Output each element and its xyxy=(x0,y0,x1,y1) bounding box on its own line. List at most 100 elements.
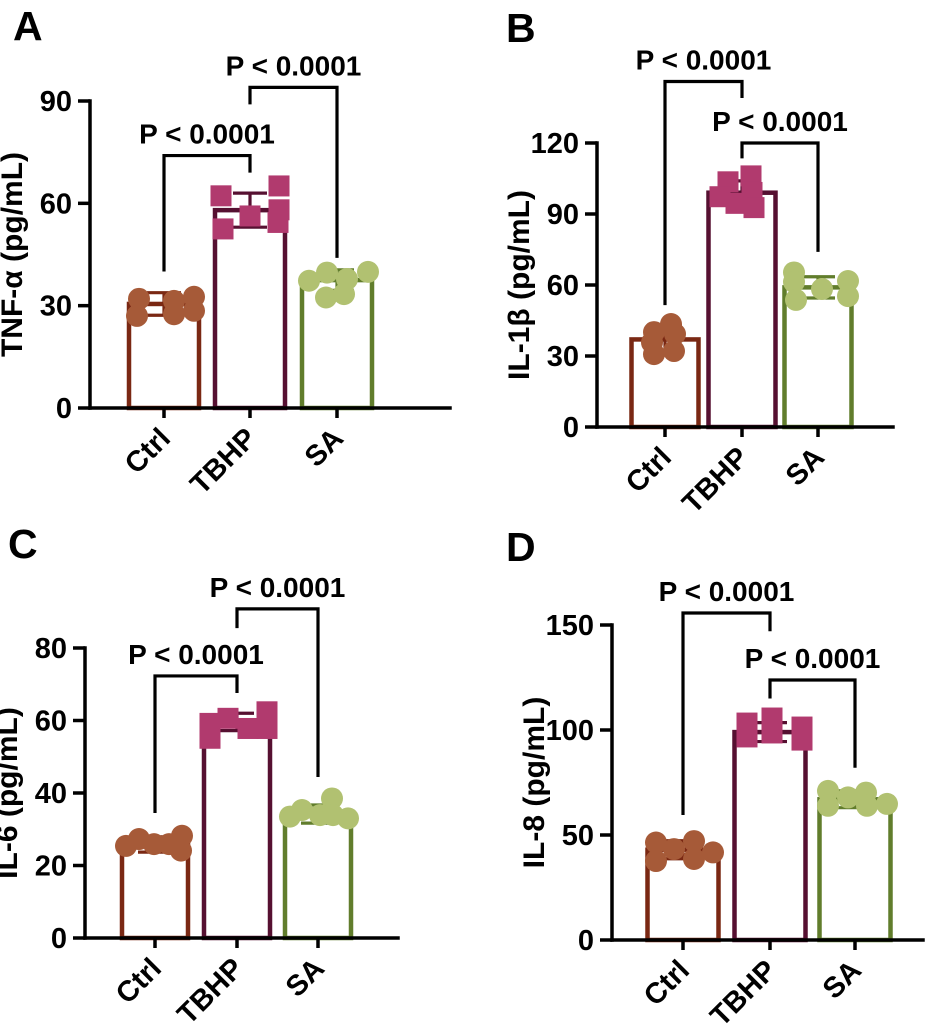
data-point-circle xyxy=(785,288,807,311)
y-axis-label: IL-8 (pg/mL) xyxy=(518,697,551,869)
p-value-label: P < 0.0001 xyxy=(745,643,881,674)
data-point-circle xyxy=(876,792,898,815)
data-point-square xyxy=(791,729,813,751)
panel-d: 0 50 100 150 Ctrl TBHP SA IL-8 (pg/mL) P < 0.000… xyxy=(465,510,935,1026)
data-point-circle xyxy=(357,260,379,283)
panel-letter-d: D xyxy=(506,524,536,570)
significance-bracket xyxy=(663,79,744,306)
data-point-square xyxy=(725,192,747,214)
bar-tbhp xyxy=(706,190,778,430)
significance-bracket xyxy=(162,153,252,272)
data-point-circle xyxy=(683,830,705,853)
y-tick-label: 60 xyxy=(35,706,67,738)
data-point-circle xyxy=(128,287,150,310)
group-label: SA xyxy=(780,441,831,492)
y-tick-label: 40 xyxy=(35,778,67,810)
group-label: TBHP xyxy=(171,952,249,1026)
y-tick-label: 90 xyxy=(547,199,579,231)
y-tick-label: 0 xyxy=(51,923,67,955)
data-point-circle xyxy=(645,850,667,873)
data-point-circle xyxy=(837,269,859,292)
data-point-circle xyxy=(811,278,833,301)
y-tick-label: 150 xyxy=(546,610,594,642)
y-tick-label: 80 xyxy=(35,633,67,665)
il-8-chart: 0 50 100 150 Ctrl TBHP SA IL-8 (pg/mL) P < 0.000… xyxy=(518,576,925,1026)
y-tick-label: 0 xyxy=(56,393,72,425)
y-tick-label: 30 xyxy=(547,341,579,373)
tnf-alpha-chart: 0 30 60 90 Ctrl TBHP SA TNF-α (pg/mL) P < 0.0001… xyxy=(0,50,452,501)
p-value-label: P < 0.0001 xyxy=(712,106,848,137)
data-point-circle xyxy=(837,285,859,308)
panel-letter-c: C xyxy=(8,521,38,567)
y-tick-label: 100 xyxy=(546,715,594,747)
y-axis-label: IL-6 (pg/mL) xyxy=(0,707,24,879)
data-point-circle xyxy=(163,303,185,326)
p-value-label: P < 0.0001 xyxy=(128,639,264,670)
data-point-circle xyxy=(321,787,343,810)
significance-bracket xyxy=(235,607,320,778)
data-point-square xyxy=(256,701,278,723)
panel-c: 0 20 40 60 80 Ctrl TBHP SA IL-6 (pg/mL) P < 0.000… xyxy=(0,510,467,1026)
significance-bracket xyxy=(681,611,772,816)
data-point-circle xyxy=(643,343,665,366)
p-value-label: P < 0.0001 xyxy=(659,576,795,607)
data-point-circle xyxy=(817,794,839,817)
group-label: SA xyxy=(817,954,868,1005)
data-point-square xyxy=(212,218,234,240)
data-point-circle xyxy=(315,286,337,309)
y-axis-label: TNF-α (pg/mL) xyxy=(0,152,29,357)
data-point-circle xyxy=(298,269,320,292)
data-point-circle xyxy=(279,805,301,828)
group-label: SA xyxy=(299,422,350,473)
data-point-square xyxy=(709,186,731,208)
data-point-square xyxy=(210,185,232,207)
group-label: TBHP xyxy=(704,954,782,1026)
bar-tbhp xyxy=(201,719,273,941)
y-axis-label: IL-1β (pg/mL) xyxy=(503,190,536,380)
group-label: Ctrl xyxy=(119,422,177,480)
data-point-circle xyxy=(316,261,338,284)
y-tick-label: 90 xyxy=(40,86,72,118)
y-tick-label: 0 xyxy=(563,412,579,444)
group-label: Ctrl xyxy=(638,954,696,1012)
data-point-circle xyxy=(702,841,724,864)
significance-bracket xyxy=(153,674,239,813)
panel-b: 0 30 60 90 120 Ctrl TBHP SA IL-1β (pg/mL) P < 0.0… xyxy=(465,0,935,520)
data-point-square xyxy=(743,197,765,219)
p-value-label: P < 0.0001 xyxy=(226,50,362,81)
data-point-square xyxy=(740,165,762,187)
data-point-circle xyxy=(783,270,805,293)
panel-letter-a: A xyxy=(13,3,43,49)
il-6-chart: 0 20 40 60 80 Ctrl TBHP SA IL-6 (pg/mL) P < 0.000… xyxy=(0,572,400,1026)
bar-sa xyxy=(282,811,354,941)
data-point-square xyxy=(239,205,261,227)
data-point-square xyxy=(217,707,239,729)
group-label: Ctrl xyxy=(110,952,168,1010)
y-tick-label: 50 xyxy=(562,820,594,852)
data-point-square xyxy=(199,727,221,749)
data-point-circle xyxy=(683,847,705,870)
data-point-square xyxy=(256,717,278,739)
data-point-circle xyxy=(664,322,686,345)
y-tick-label: 20 xyxy=(35,851,67,883)
y-tick-label: 60 xyxy=(40,188,72,220)
p-value-label: P < 0.0001 xyxy=(210,572,346,603)
panel-letter-b: B xyxy=(506,5,536,51)
data-point-circle xyxy=(126,304,148,327)
data-point-square xyxy=(237,717,259,739)
data-point-circle xyxy=(856,794,878,817)
group-label: TBHP xyxy=(676,441,754,519)
p-value-label: P < 0.0001 xyxy=(636,44,772,75)
data-point-square xyxy=(268,175,290,197)
data-point-circle xyxy=(170,839,192,862)
significance-bracket xyxy=(768,678,857,768)
p-value-label: P < 0.0001 xyxy=(139,119,275,150)
bar-tbhp xyxy=(732,729,808,943)
significance-bracket xyxy=(248,85,339,258)
data-point-circle xyxy=(663,340,685,363)
significance-bracket xyxy=(740,141,820,252)
data-point-circle xyxy=(333,283,355,306)
y-tick-label: 120 xyxy=(531,128,579,160)
